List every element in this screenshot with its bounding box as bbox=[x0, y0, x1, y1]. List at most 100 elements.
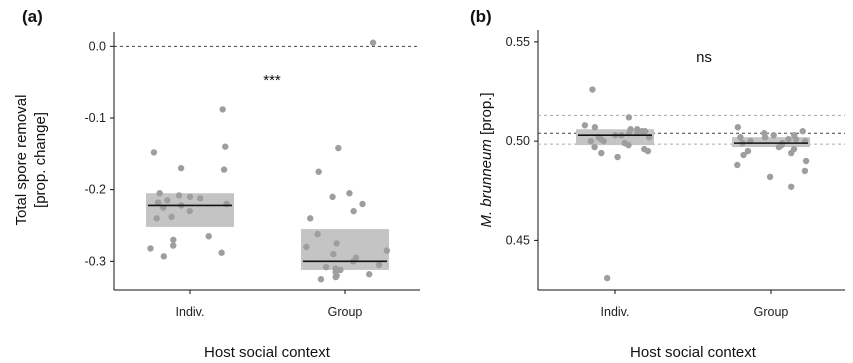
panel-b-point bbox=[788, 183, 795, 190]
panel-b-point bbox=[734, 161, 741, 169]
panel-a-point bbox=[330, 250, 337, 258]
panel-a-y-title-line1: Total spore removal bbox=[13, 95, 30, 226]
panel-a-point bbox=[366, 271, 373, 278]
panel-b-point bbox=[638, 128, 646, 135]
panel-b-xtick-indiv: Indiv. bbox=[601, 305, 630, 319]
panel-b-significance: ns bbox=[696, 49, 712, 66]
panel-b-point bbox=[581, 122, 589, 129]
panel-b-point bbox=[740, 151, 747, 159]
panel-b-point bbox=[801, 167, 809, 175]
panel-b-y-title-unit: [prop.] bbox=[478, 92, 495, 139]
panel-b-point bbox=[603, 274, 611, 282]
panel-a-data bbox=[114, 39, 420, 283]
panel-a-point bbox=[317, 276, 325, 283]
panel-a-point bbox=[220, 166, 228, 173]
panel-b-point bbox=[600, 137, 607, 145]
panel-b-y-tick-label: 0.45 bbox=[506, 233, 530, 247]
panel-b: (b) ns Indiv. Group Host social context … bbox=[470, 7, 845, 361]
panel-b-y-tick-label: 0.55 bbox=[506, 35, 530, 49]
panel-a-point bbox=[350, 207, 357, 215]
panel-a-point bbox=[223, 200, 230, 208]
panel-a-point bbox=[154, 199, 162, 206]
panel-a-point bbox=[175, 192, 183, 199]
panel-a-point bbox=[186, 193, 194, 201]
panel-b-point bbox=[785, 135, 792, 143]
panel-a-point bbox=[160, 253, 168, 260]
panel-b-point bbox=[614, 153, 621, 161]
panel-a-point bbox=[205, 233, 212, 240]
panel-a-point bbox=[333, 240, 340, 247]
panel-a-y-tick-label: 0.0 bbox=[89, 39, 106, 53]
panel-b-point bbox=[644, 147, 652, 155]
panel-b-point bbox=[589, 86, 596, 93]
panel-a-point bbox=[153, 215, 160, 222]
panel-b-y-title: M. brunneum [prop.] bbox=[478, 92, 495, 227]
panel-a-box-group bbox=[301, 229, 389, 270]
panel-a-point bbox=[369, 39, 377, 46]
panel-b-label: (b) bbox=[470, 7, 492, 26]
panel-b-point bbox=[598, 149, 605, 157]
panel-a-xtick-indiv: Indiv. bbox=[176, 305, 205, 319]
panel-b-xtick-group: Group bbox=[754, 305, 789, 319]
panel-a-point bbox=[164, 197, 171, 204]
panel-b-point bbox=[625, 141, 632, 149]
panel-b-point bbox=[802, 157, 810, 165]
panel-a-point bbox=[197, 195, 204, 202]
panel-b-point bbox=[587, 137, 595, 145]
panel-a-point bbox=[219, 106, 226, 113]
panel-b-y-tick-label: 0.50 bbox=[506, 134, 530, 148]
panel-b-point bbox=[737, 133, 744, 141]
panel-a-y-ticks: -0.3 -0.2 -0.1 0.0 bbox=[84, 39, 346, 294]
panel-a-point bbox=[332, 273, 339, 281]
panel-a-point bbox=[335, 144, 342, 152]
panel-a-point bbox=[346, 190, 353, 197]
panel-a-point bbox=[170, 242, 177, 249]
panel-a-point bbox=[303, 243, 310, 251]
panel-a-point bbox=[156, 190, 163, 197]
panel-a-significance: *** bbox=[263, 72, 281, 89]
panel-b-point bbox=[734, 124, 742, 131]
panel-a-point bbox=[222, 143, 229, 150]
panel-a-point bbox=[314, 230, 321, 238]
panel-b-point bbox=[770, 131, 777, 139]
panel-b-axes bbox=[537, 30, 845, 291]
panel-b-point bbox=[775, 143, 783, 151]
panel-a-point bbox=[375, 261, 383, 269]
panel-a-point bbox=[307, 215, 314, 222]
panel-a-y-title: Total spore removal [prop. change] bbox=[13, 95, 49, 226]
panel-a-point bbox=[315, 168, 322, 175]
panel-b-y-ticks: 0.45 0.50 0.55 bbox=[506, 35, 772, 294]
panel-a-y-tick-label: -0.2 bbox=[84, 183, 106, 197]
panel-a-point bbox=[150, 149, 158, 156]
panel-b-box-group bbox=[732, 137, 810, 148]
panel-b-point bbox=[744, 147, 752, 155]
panel-a: (a) *** Indiv. Group Host social context… bbox=[13, 7, 420, 361]
panel-a-label: (a) bbox=[22, 7, 43, 26]
panel-a-point bbox=[147, 245, 154, 252]
panel-b-point bbox=[625, 114, 633, 121]
panel-b-point bbox=[799, 128, 806, 135]
panel-a-point bbox=[329, 193, 336, 201]
panel-a-x-title: Host social context bbox=[204, 344, 331, 361]
panel-b-data bbox=[538, 86, 845, 282]
panel-a-point bbox=[186, 207, 193, 215]
panel-a-axes bbox=[113, 32, 420, 291]
panel-a-y-tick-label: -0.1 bbox=[84, 111, 106, 125]
panel-b-point bbox=[591, 124, 599, 131]
panel-b-point bbox=[591, 143, 598, 151]
panel-a-y-tick-label: -0.3 bbox=[84, 254, 106, 268]
panel-a-point bbox=[383, 247, 391, 254]
panel-a-point bbox=[177, 164, 185, 172]
panel-a-point bbox=[218, 249, 225, 256]
panel-a-point bbox=[359, 200, 366, 208]
panel-b-y-title-species: M. brunneum bbox=[478, 139, 495, 227]
panel-a-point bbox=[322, 263, 330, 271]
panel-b-point bbox=[787, 149, 795, 157]
panel-b-point bbox=[792, 135, 800, 143]
panel-a-point bbox=[337, 266, 344, 274]
panel-a-xtick-group: Group bbox=[328, 305, 363, 319]
panel-b-point bbox=[766, 173, 774, 181]
panel-b-x-title: Host social context bbox=[630, 344, 757, 361]
panel-a-point bbox=[168, 213, 175, 221]
